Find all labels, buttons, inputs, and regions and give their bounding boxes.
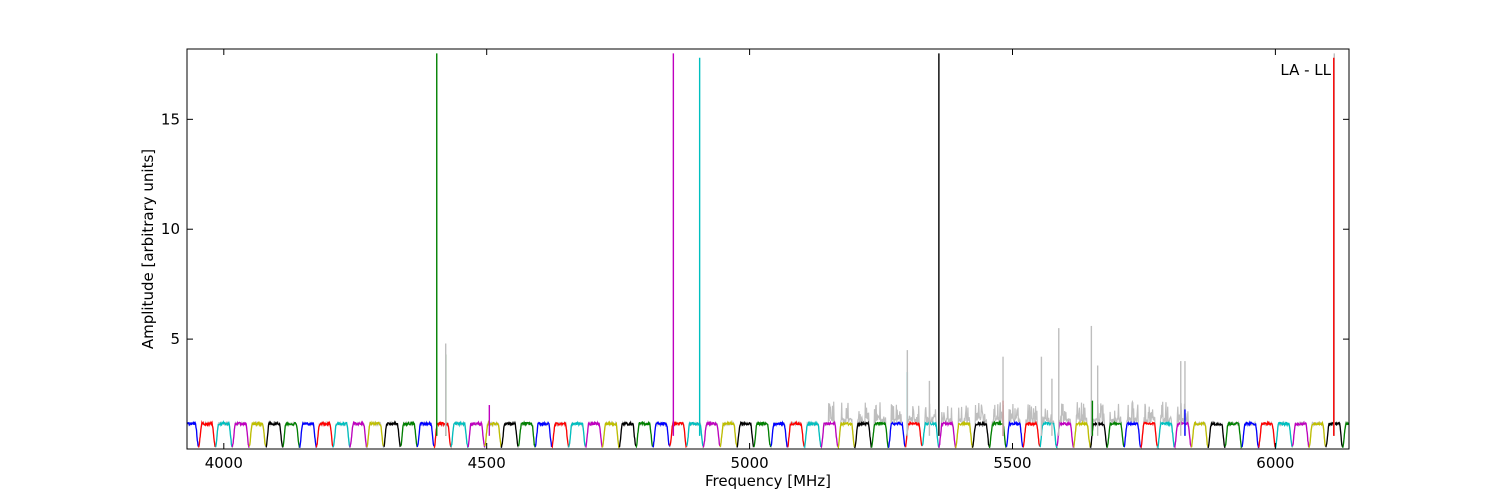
channel-trace bbox=[1106, 420, 1125, 448]
channel-trace bbox=[753, 420, 772, 448]
x-tick-label: 5500 bbox=[993, 454, 1031, 472]
x-tick-label: 5000 bbox=[731, 454, 769, 472]
channel-trace bbox=[618, 420, 637, 448]
channel-trace bbox=[197, 420, 216, 448]
y-tick-label: 15 bbox=[161, 110, 180, 128]
background-trace-segment bbox=[871, 402, 889, 448]
channel-trace bbox=[500, 420, 519, 448]
channel-trace bbox=[1207, 420, 1226, 449]
axis-ticks: 4000 4500 5000 5500 6000 5 10 15 bbox=[161, 49, 1349, 472]
channel-trace bbox=[1005, 420, 1024, 448]
channel-trace bbox=[349, 420, 368, 448]
x-tick-label: 4500 bbox=[468, 454, 506, 472]
channel-trace bbox=[187, 420, 199, 447]
channel-trace bbox=[1072, 419, 1091, 449]
channel-trace bbox=[971, 420, 991, 448]
y-tick-label: 5 bbox=[170, 330, 180, 348]
channel-trace bbox=[534, 420, 553, 448]
channel-trace bbox=[299, 421, 317, 448]
channel-trace bbox=[770, 420, 789, 448]
y-axis-label: Amplitude [arbitrary units] bbox=[139, 149, 157, 349]
channel-trace bbox=[887, 421, 906, 448]
background-trace-segment bbox=[1089, 403, 1108, 449]
channel-trace bbox=[215, 419, 233, 448]
plot-area bbox=[187, 53, 1349, 449]
channel-trace bbox=[921, 420, 940, 448]
channel-trace bbox=[1173, 420, 1192, 449]
channel-trace bbox=[601, 420, 620, 449]
background-trace-segment bbox=[971, 402, 990, 448]
x-tick-label: 4000 bbox=[205, 454, 243, 472]
channel-trace bbox=[854, 420, 872, 449]
channel-trace bbox=[938, 420, 957, 449]
channel-trace bbox=[955, 420, 974, 449]
channel-trace bbox=[1157, 420, 1175, 449]
channel-trace bbox=[248, 420, 267, 447]
channel-trace bbox=[1274, 420, 1293, 449]
channel-trace bbox=[1257, 420, 1277, 448]
channel-trace bbox=[669, 420, 687, 448]
channel-trace bbox=[332, 421, 351, 448]
channel-trace bbox=[231, 420, 250, 448]
channel-trace bbox=[282, 421, 301, 448]
channel-trace bbox=[870, 421, 889, 449]
channel-trace bbox=[635, 420, 654, 449]
plot-frame bbox=[186, 48, 1350, 450]
channel-trace bbox=[1224, 421, 1243, 449]
channel-trace bbox=[1342, 420, 1349, 448]
background-trace-segment bbox=[1123, 399, 1142, 448]
channel-trace bbox=[1291, 420, 1310, 448]
channel-trace bbox=[652, 421, 671, 448]
channel-trace bbox=[1039, 421, 1058, 449]
channel-trace bbox=[702, 420, 721, 448]
channel-trace bbox=[551, 421, 570, 449]
channel-trace bbox=[1022, 420, 1041, 448]
channel-trace bbox=[787, 420, 805, 448]
channel-trace bbox=[736, 420, 755, 448]
channel-trace bbox=[1089, 421, 1108, 449]
y-tick-label: 10 bbox=[161, 220, 180, 238]
channel-trace bbox=[1241, 420, 1260, 449]
channel-trace bbox=[1123, 420, 1142, 448]
channel-trace bbox=[568, 420, 587, 448]
channel-trace bbox=[265, 420, 284, 448]
channel-trace bbox=[315, 420, 334, 448]
x-axis-label: Frequency [MHz] bbox=[705, 472, 831, 490]
channel-trace bbox=[1140, 421, 1158, 449]
channel-trace bbox=[416, 420, 435, 448]
channel-trace bbox=[820, 420, 839, 449]
channel-trace bbox=[366, 420, 384, 448]
channel-trace bbox=[483, 420, 502, 448]
baseline-annotation: LA - LL bbox=[1280, 61, 1331, 79]
channel-trace bbox=[837, 421, 856, 449]
channel-trace bbox=[518, 420, 536, 448]
x-tick-label: 6000 bbox=[1256, 454, 1294, 472]
channel-trace bbox=[1056, 420, 1075, 448]
channel-trace bbox=[685, 421, 704, 447]
channel-trace bbox=[1308, 420, 1327, 448]
channel-trace bbox=[803, 420, 822, 449]
background-trace-segment bbox=[1022, 404, 1041, 448]
channel-trace bbox=[1190, 420, 1209, 448]
channel-trace bbox=[383, 420, 401, 448]
channel-trace bbox=[904, 420, 923, 448]
channel-trace bbox=[450, 420, 469, 448]
channel-trace bbox=[719, 419, 738, 448]
channel-trace bbox=[585, 420, 603, 448]
channel-trace bbox=[467, 420, 486, 448]
channel-trace bbox=[400, 420, 418, 448]
